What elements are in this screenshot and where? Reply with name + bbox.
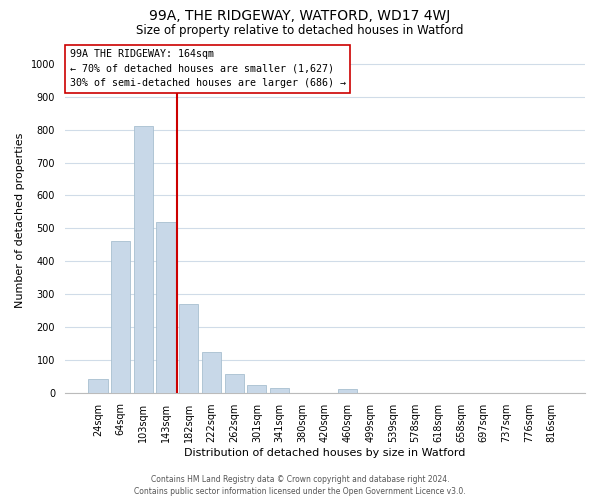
Bar [157, 222, 176, 392]
Bar [270, 388, 289, 392]
Bar [224, 374, 244, 392]
Text: Size of property relative to detached houses in Watford: Size of property relative to detached ho… [136, 24, 464, 37]
Bar [247, 385, 266, 392]
Text: 99A THE RIDGEWAY: 164sqm
← 70% of detached houses are smaller (1,627)
30% of sem: 99A THE RIDGEWAY: 164sqm ← 70% of detach… [70, 49, 346, 88]
Bar [134, 126, 153, 392]
Bar [338, 390, 357, 392]
Bar [179, 304, 199, 392]
Bar [202, 352, 221, 393]
Text: Contains HM Land Registry data © Crown copyright and database right 2024.
Contai: Contains HM Land Registry data © Crown c… [134, 474, 466, 496]
Bar [88, 378, 108, 392]
Bar [111, 242, 130, 392]
Y-axis label: Number of detached properties: Number of detached properties [15, 132, 25, 308]
X-axis label: Distribution of detached houses by size in Watford: Distribution of detached houses by size … [184, 448, 466, 458]
Text: 99A, THE RIDGEWAY, WATFORD, WD17 4WJ: 99A, THE RIDGEWAY, WATFORD, WD17 4WJ [149, 9, 451, 23]
